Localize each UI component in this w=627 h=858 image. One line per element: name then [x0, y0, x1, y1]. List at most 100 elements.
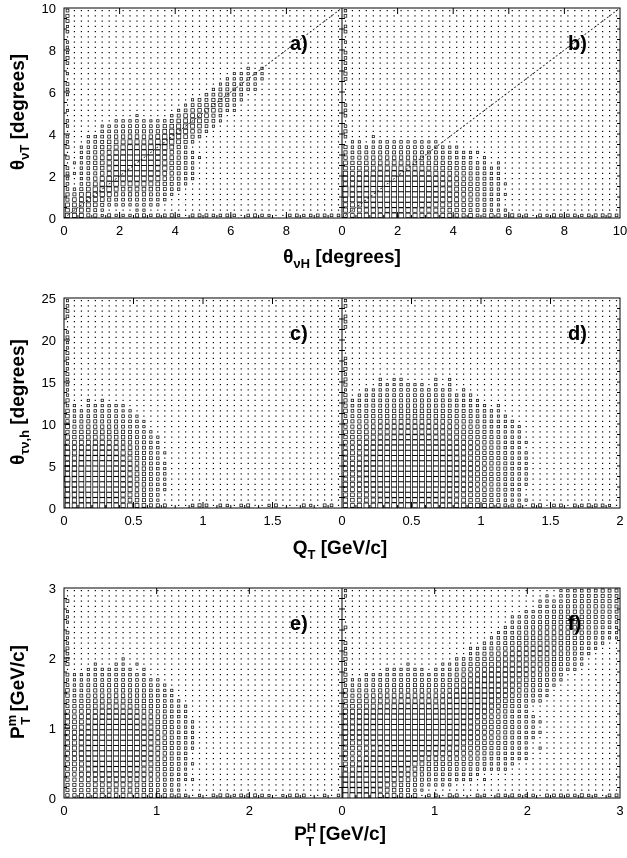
bin-cell	[546, 47, 547, 48]
bin-cell	[95, 384, 96, 385]
bin-cell	[317, 52, 318, 53]
bin-cell	[66, 441, 70, 445]
bin-cell	[74, 73, 75, 74]
bin-cell	[380, 131, 381, 132]
bin-cell	[164, 105, 165, 106]
bin-cell	[164, 120, 167, 123]
bin-cell	[296, 305, 297, 306]
bin-cell	[88, 89, 89, 90]
bin-cell	[164, 332, 165, 333]
bin-cell	[512, 126, 513, 127]
bin-cell	[192, 389, 193, 390]
bin-cell	[213, 353, 214, 354]
bin-cell	[581, 78, 582, 79]
bin-cell	[88, 15, 89, 16]
bin-cell	[226, 104, 229, 107]
bin-cell	[121, 456, 125, 460]
bin-cell	[136, 305, 137, 306]
bin-cell	[581, 26, 582, 27]
bin-cell	[66, 389, 68, 391]
bin-cell	[121, 166, 126, 171]
bin-cell	[248, 405, 249, 406]
bin-cell	[490, 214, 493, 217]
bin-cell	[476, 177, 479, 180]
bin-cell	[352, 105, 353, 106]
bin-cell	[220, 447, 221, 448]
bin-cell	[191, 135, 194, 138]
bin-cell	[380, 78, 381, 79]
bin-cell	[116, 42, 117, 43]
bin-cell	[268, 479, 269, 480]
bin-cell	[66, 125, 68, 127]
bin-cell	[352, 126, 353, 127]
bin-cell	[135, 130, 138, 133]
bin-cell	[72, 477, 77, 482]
bin-cell	[128, 140, 132, 144]
bin-cell	[136, 31, 137, 32]
bin-cell	[123, 99, 124, 100]
bin-cell	[234, 332, 235, 333]
bin-cell	[602, 84, 603, 85]
bin-cell	[116, 363, 117, 364]
bin-cell	[344, 114, 347, 117]
bin-cell	[490, 198, 493, 201]
bin-cell	[546, 189, 547, 190]
bin-cell	[81, 405, 82, 406]
bin-cell	[588, 152, 589, 153]
bin-cell	[317, 10, 318, 11]
bin-cell	[74, 183, 75, 184]
bin-cell	[143, 42, 144, 43]
bin-cell	[185, 47, 186, 48]
bin-cell	[387, 120, 388, 121]
bin-cell	[116, 31, 117, 32]
bin-cell	[296, 105, 297, 106]
bin-cell	[86, 492, 91, 497]
bin-cell	[171, 305, 172, 306]
bin-cell	[262, 183, 263, 184]
bin-cell	[102, 395, 103, 396]
bin-cell	[213, 463, 214, 464]
bin-cell	[255, 479, 256, 480]
bin-cell	[504, 214, 506, 216]
bin-cell	[157, 31, 158, 32]
bin-cell	[310, 126, 311, 127]
bin-cell	[268, 26, 269, 27]
bin-cell	[289, 15, 290, 16]
bin-cell	[185, 452, 186, 453]
bin-cell	[164, 353, 165, 354]
bin-cell	[150, 426, 151, 427]
bin-cell	[373, 26, 374, 27]
bin-cell	[136, 374, 137, 375]
bin-cell	[192, 78, 193, 79]
bin-cell	[262, 489, 263, 490]
bin-cell	[470, 26, 471, 27]
bin-cell	[199, 183, 200, 184]
bin-cell	[87, 172, 90, 175]
bin-cell	[414, 84, 415, 85]
bin-cell	[310, 68, 311, 69]
bin-cell	[87, 420, 90, 423]
bin-cell	[123, 379, 124, 380]
bin-cell	[206, 15, 207, 16]
bin-cell	[310, 105, 311, 106]
bin-cell	[616, 73, 617, 74]
bin-cell	[74, 21, 75, 22]
bin-cell	[192, 68, 193, 69]
bin-cell	[275, 110, 276, 111]
bin-cell	[101, 420, 104, 423]
bin-cell	[296, 152, 297, 153]
bin-cell	[234, 442, 235, 443]
bin-cell	[219, 88, 222, 91]
bin-cell	[199, 458, 200, 459]
bin-cell	[303, 468, 304, 469]
bin-cell	[421, 21, 422, 22]
bin-cell	[427, 171, 431, 175]
bin-cell	[192, 358, 193, 359]
bin-cell	[310, 78, 311, 79]
bin-cell	[171, 500, 172, 501]
bin-cell	[199, 374, 200, 375]
bin-cell	[74, 110, 75, 111]
bin-cell	[394, 52, 395, 53]
bin-cell	[456, 42, 457, 43]
bin-cell	[164, 462, 166, 464]
